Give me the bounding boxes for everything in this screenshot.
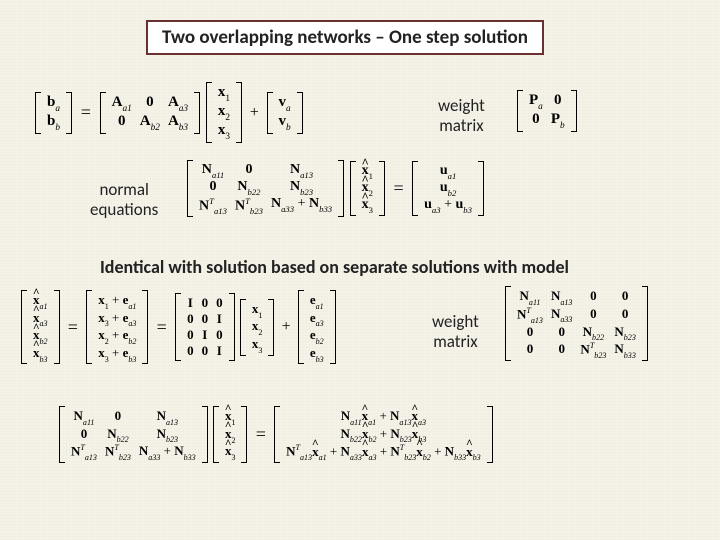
label-weight-matrix-2: weightmatrix [432, 312, 479, 351]
eq-weight-2: Na11 Na13 0 0 NTa13 Na33 0 0 0 0 Nb22 Nb… [504, 286, 649, 361]
title-text: Two overlapping networks – One step solu… [162, 26, 528, 49]
identical-text: Identical with solution based on separat… [100, 256, 569, 278]
label-weight-matrix-1: weightmatrix [438, 96, 485, 135]
eq-weight-1: Pa 0 0 Pb [516, 90, 578, 132]
eq-final-normal: Na11 0 Na13 0 Nb22 Nb23 NTa13 NTb23 Na33… [58, 406, 494, 463]
eq-observation: ba bb = Aa1 0 Aa3 0 Ab2 Ab3 x1 x2 x3 + v… [34, 82, 304, 143]
title-box: Two overlapping networks – One step solu… [146, 20, 544, 55]
eq-separate-model: xa1 xa3 xb2 xb3 = x1 + ea1 x3 + ea3 x2 +… [20, 290, 337, 364]
label-normal-equations: normalequations [90, 180, 158, 219]
eq-normal: Na11 0 Na13 0 Nb22 Nb23 NTa13 NTb23 Na33… [186, 160, 485, 217]
